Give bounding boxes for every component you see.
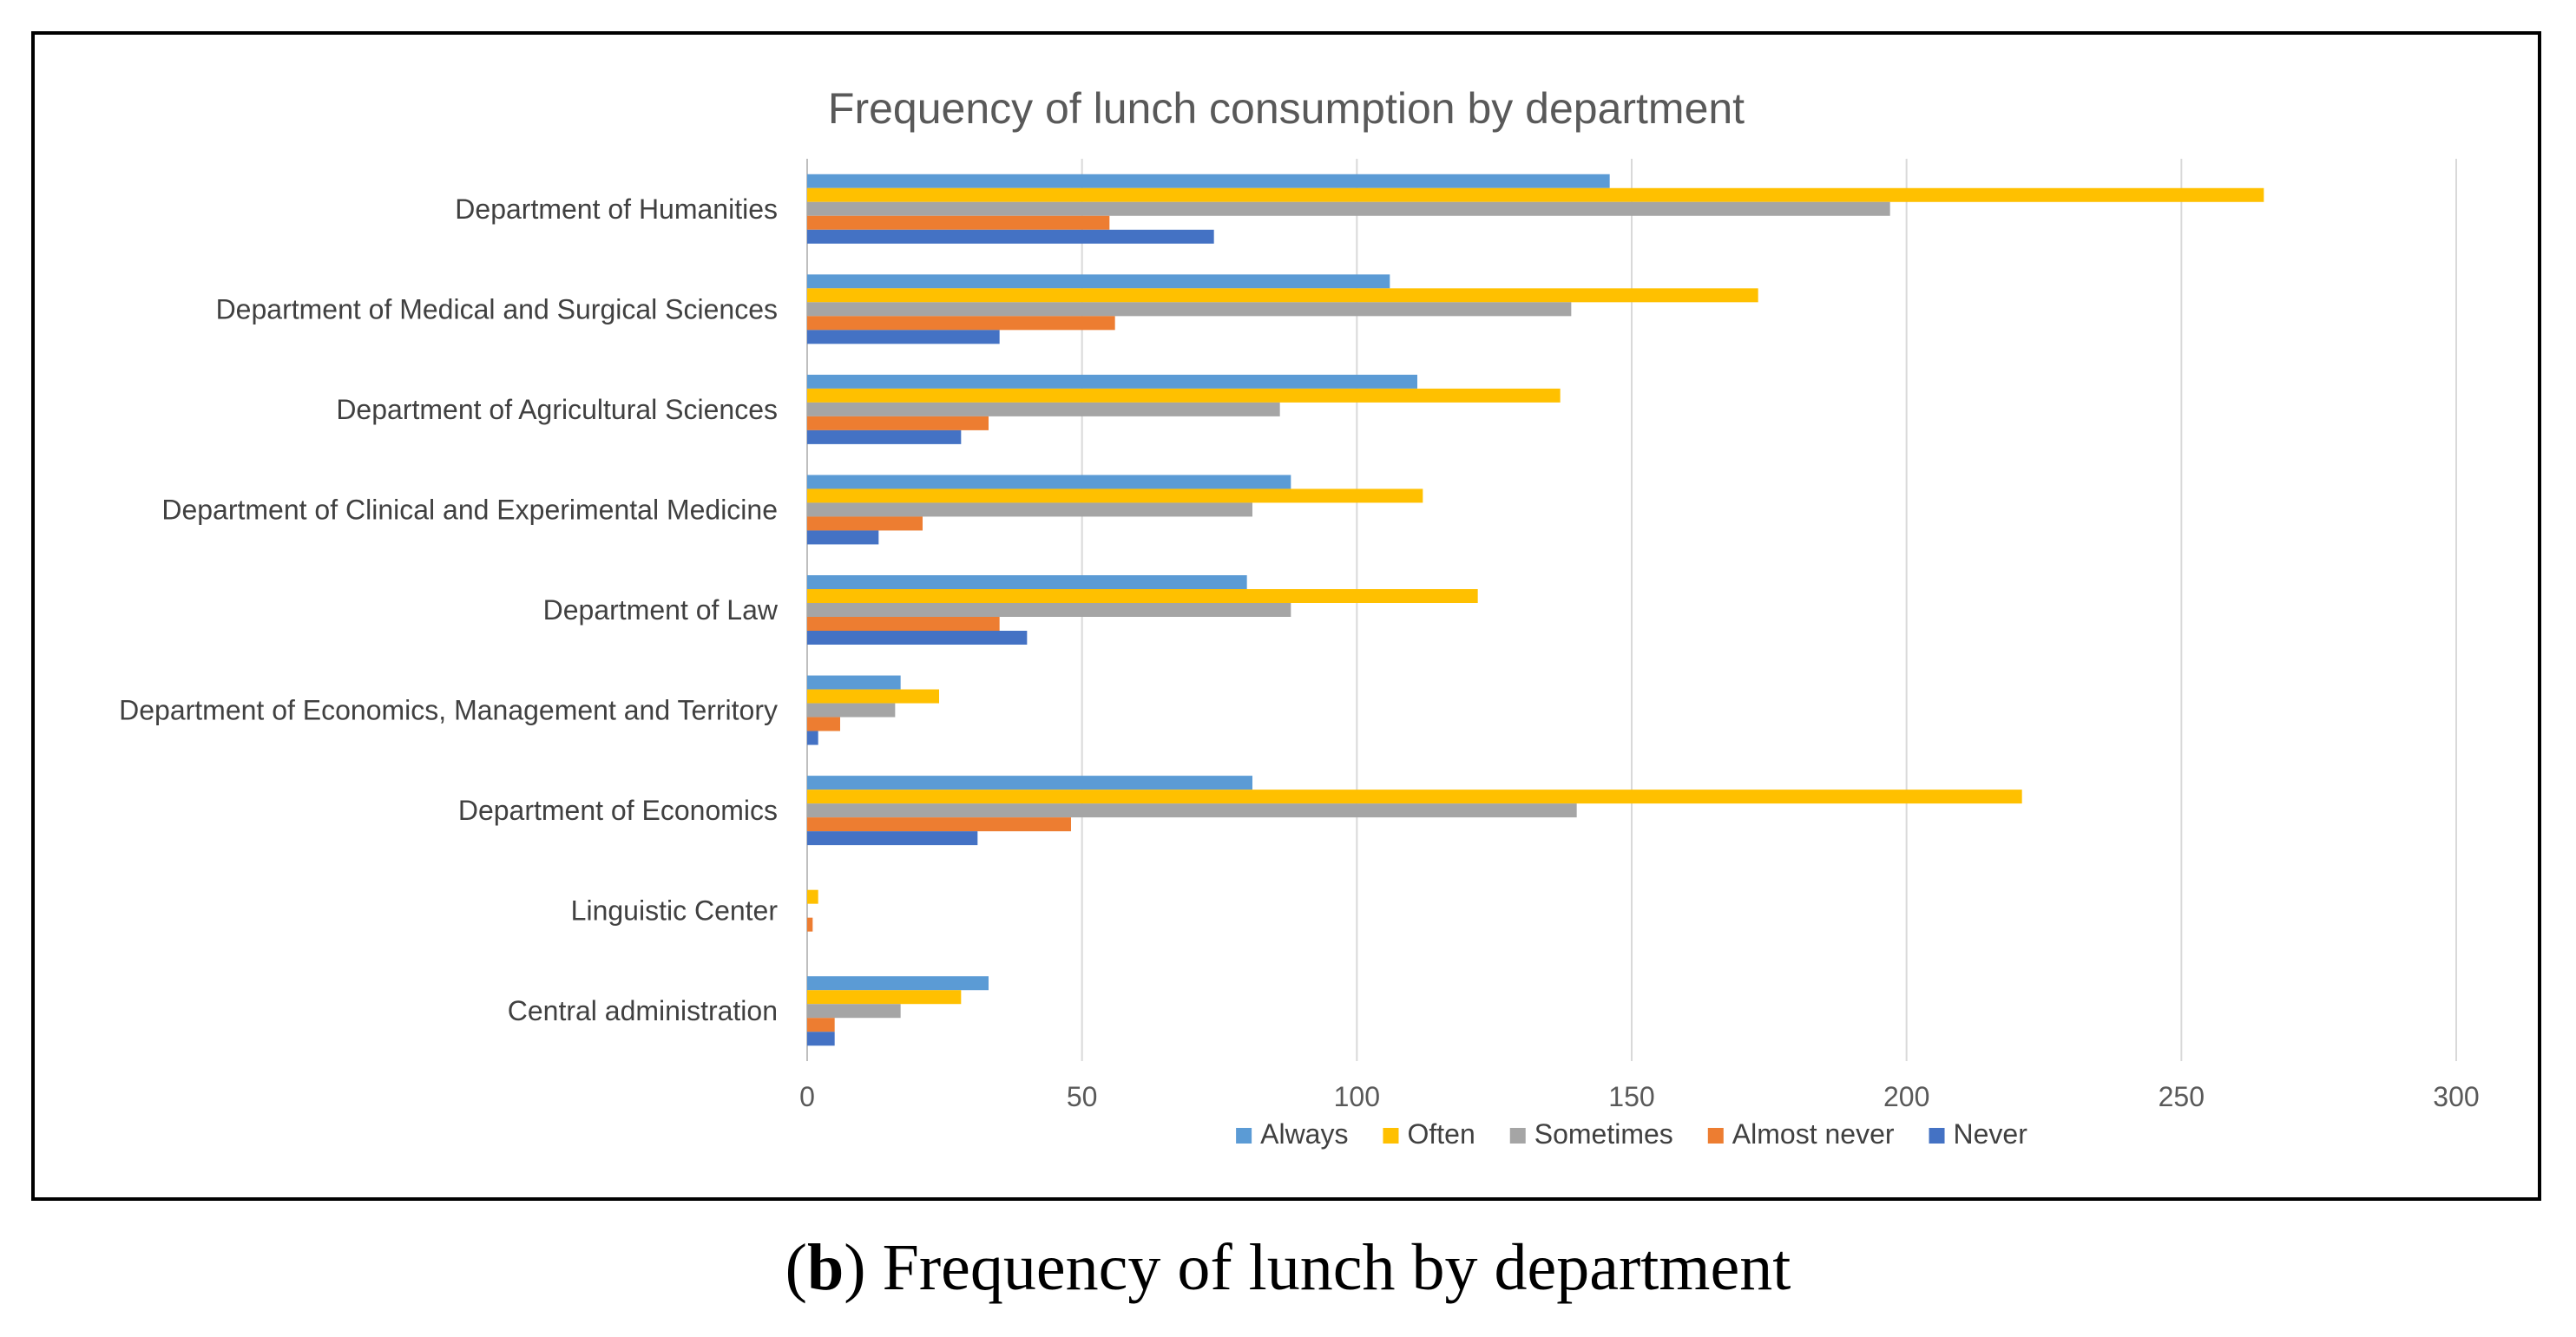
bar-almost-never-department-of-economics-management-and-territory — [807, 717, 840, 731]
chart-title: Frequency of lunch consumption by depart… — [828, 84, 1745, 133]
category-label-department-of-agricultural-sciences: Department of Agricultural Sciences — [336, 394, 778, 425]
category-label-department-of-law: Department of Law — [543, 594, 779, 626]
bar-sometimes-department-of-humanities — [807, 201, 1890, 216]
legend-label-almost-never: Almost never — [1732, 1118, 1895, 1150]
bar-never-department-of-medical-and-surgical-sciences — [807, 330, 1000, 344]
chart-frame: Frequency of lunch consumption by depart… — [31, 31, 2541, 1201]
bar-often-central-administration — [807, 990, 962, 1005]
x-tick-label-150: 150 — [1608, 1081, 1654, 1112]
x-tick-label-50: 50 — [1067, 1081, 1098, 1112]
bar-always-department-of-agricultural-sciences — [807, 374, 1417, 389]
legend-label-never: Never — [1954, 1118, 2028, 1150]
bar-always-department-of-humanities — [807, 174, 1610, 188]
figure-caption: (b) Frequency of lunch by department — [785, 1231, 1791, 1304]
x-tick-label-300: 300 — [2433, 1081, 2479, 1112]
bar-almost-never-linguistic-center — [807, 917, 813, 932]
bar-often-department-of-economics-management-and-territory — [807, 689, 939, 704]
x-tick-labels: 0 50 100 150 200 250 300 — [799, 1081, 2480, 1112]
legend-swatch-always — [1236, 1128, 1252, 1144]
legend-label-often: Often — [1407, 1118, 1475, 1150]
bar-often-linguistic-center — [807, 889, 818, 904]
bar-always-department-of-economics — [807, 776, 1252, 790]
category-label-department-of-economics: Department of Economics — [458, 795, 778, 826]
bar-always-central-administration — [807, 976, 989, 991]
bar-never-department-of-economics-management-and-territory — [807, 731, 818, 745]
bar-never-department-of-economics — [807, 831, 978, 846]
bar-always-department-of-economics-management-and-territory — [807, 675, 901, 690]
bar-sometimes-department-of-law — [807, 603, 1291, 617]
bar-sometimes-department-of-clinical-and-experimental-medicine — [807, 502, 1252, 517]
bar-never-department-of-agricultural-sciences — [807, 429, 962, 444]
category-label-central-administration: Central administration — [508, 995, 778, 1026]
bar-often-department-of-humanities — [807, 187, 2264, 202]
category-label-linguistic-center: Linguistic Center — [571, 895, 779, 927]
x-tick-label-100: 100 — [1334, 1081, 1380, 1112]
category-labels: Department of Humanities Department of Me… — [119, 193, 779, 1026]
bar-never-department-of-law — [807, 631, 1028, 645]
bar-sometimes-central-administration — [807, 1004, 901, 1019]
caption-text: Frequency of lunch by department — [882, 1231, 1791, 1304]
bar-often-department-of-clinical-and-experimental-medicine — [807, 488, 1423, 503]
legend: Always Often Sometimes Almost never Never — [1236, 1118, 2027, 1150]
x-tick-label-200: 200 — [1883, 1081, 1929, 1112]
bar-almost-never-department-of-economics — [807, 817, 1071, 832]
legend-label-always: Always — [1260, 1118, 1348, 1150]
bar-often-department-of-law — [807, 589, 1478, 603]
bar-sometimes-department-of-economics — [807, 803, 1577, 818]
legend-swatch-often — [1383, 1128, 1399, 1144]
bar-often-department-of-medical-and-surgical-sciences — [807, 288, 1758, 303]
bar-sometimes-department-of-medical-and-surgical-sciences — [807, 302, 1572, 317]
legend-swatch-never — [1929, 1128, 1945, 1144]
bar-never-department-of-clinical-and-experimental-medicine — [807, 530, 879, 545]
bar-almost-never-department-of-agricultural-sciences — [807, 416, 989, 430]
bar-never-central-administration — [807, 1032, 835, 1046]
bar-often-department-of-economics — [807, 790, 2022, 804]
bar-always-department-of-clinical-and-experimental-medicine — [807, 475, 1291, 489]
x-tick-label-250: 250 — [2159, 1081, 2205, 1112]
legend-swatch-almost-never — [1707, 1128, 1724, 1144]
category-label-department-of-economics-management-and-territory: Department of Economics, Management and … — [119, 695, 778, 726]
bar-always-department-of-law — [807, 575, 1247, 589]
caption-label: b — [806, 1231, 844, 1304]
category-label-department-of-clinical-and-experimental-medicine: Department of Clinical and Experimental … — [161, 494, 778, 525]
bar-almost-never-department-of-law — [807, 617, 1000, 631]
bar-often-department-of-agricultural-sciences — [807, 388, 1561, 403]
bar-almost-never-department-of-clinical-and-experimental-medicine — [807, 516, 923, 531]
bar-never-department-of-humanities — [807, 229, 1214, 244]
bar-almost-never-department-of-humanities — [807, 215, 1110, 230]
bar-chart: Frequency of lunch consumption by depart… — [119, 84, 2480, 1150]
category-label-department-of-medical-and-surgical-sciences: Department of Medical and Surgical Scien… — [216, 293, 778, 324]
bar-almost-never-central-administration — [807, 1018, 835, 1032]
category-label-department-of-humanities: Department of Humanities — [455, 193, 778, 225]
bar-sometimes-department-of-agricultural-sciences — [807, 402, 1280, 416]
bar-sometimes-department-of-economics-management-and-territory — [807, 703, 896, 718]
legend-label-sometimes: Sometimes — [1534, 1118, 1673, 1150]
bar-almost-never-department-of-medical-and-surgical-sciences — [807, 316, 1115, 331]
legend-swatch-sometimes — [1509, 1128, 1526, 1144]
bar-always-department-of-medical-and-surgical-sciences — [807, 274, 1390, 289]
bars — [807, 174, 2264, 1046]
x-tick-label-0: 0 — [799, 1081, 815, 1112]
